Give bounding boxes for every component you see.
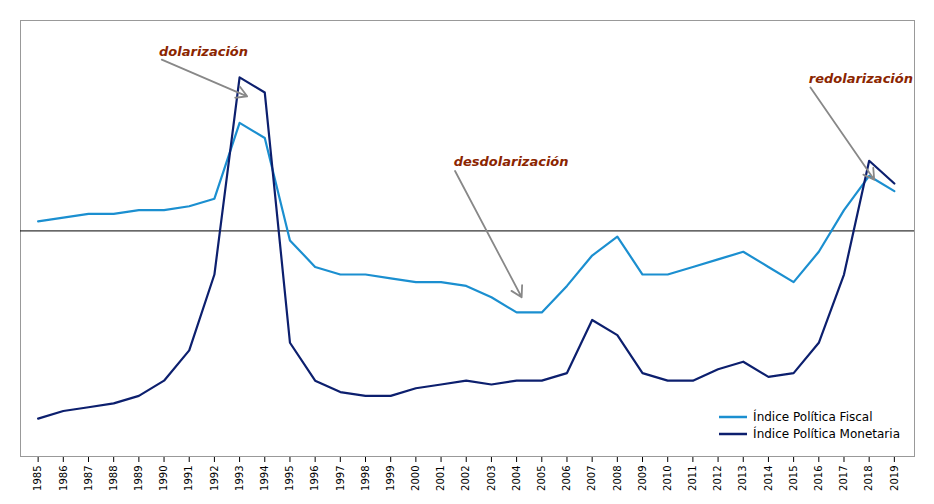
svg-text:1994: 1994 [259, 466, 270, 491]
svg-text:2010: 2010 [662, 466, 673, 491]
svg-text:1987: 1987 [83, 466, 94, 491]
svg-text:2005: 2005 [536, 466, 547, 491]
html-text:Índice Política Fiscal: Índice Política Fiscal [753, 410, 873, 424]
svg-text:2007: 2007 [586, 466, 597, 491]
svg-text:2015: 2015 [788, 466, 799, 491]
svg-text:2014: 2014 [763, 466, 774, 491]
svg-text:2006: 2006 [561, 466, 572, 491]
svg-text:2013: 2013 [737, 466, 748, 491]
svg-text:2004: 2004 [511, 466, 522, 491]
svg-text:2019: 2019 [889, 466, 900, 491]
svg-text:1999: 1999 [385, 466, 396, 491]
svg-text:2003: 2003 [486, 466, 497, 491]
svg-text:2001: 2001 [435, 466, 446, 491]
svg-text:2018: 2018 [863, 466, 874, 491]
svg-text:1992: 1992 [209, 466, 220, 491]
svg-text:1990: 1990 [158, 466, 169, 491]
svg-text:1991: 1991 [183, 466, 194, 491]
svg-text:1993: 1993 [234, 466, 245, 491]
svg-text:1997: 1997 [335, 466, 346, 491]
svg-text:2016: 2016 [813, 466, 824, 491]
svg-text:2008: 2008 [612, 466, 623, 491]
svg-text:2002: 2002 [460, 466, 471, 491]
svg-text:2000: 2000 [410, 466, 421, 491]
svg-text:1986: 1986 [58, 466, 69, 491]
svg-text:2017: 2017 [838, 466, 849, 491]
svg-text:dolarización: dolarización [159, 44, 248, 59]
svg-text:2009: 2009 [637, 466, 648, 491]
html-text:Índice Política Monetaria: Índice Política Monetaria [753, 427, 900, 441]
svg-text:desdolarización: desdolarización [454, 154, 569, 169]
svg-text:1998: 1998 [360, 466, 371, 491]
svg-text:redolarización: redolarización [809, 71, 913, 86]
svg-text:1985: 1985 [32, 466, 43, 491]
svg-text:2011: 2011 [687, 466, 698, 491]
svg-text:1996: 1996 [309, 466, 320, 491]
svg-text:1988: 1988 [108, 466, 119, 491]
svg-text:2012: 2012 [712, 466, 723, 491]
svg-text:1989: 1989 [133, 466, 144, 491]
svg-text:1995: 1995 [284, 466, 295, 491]
